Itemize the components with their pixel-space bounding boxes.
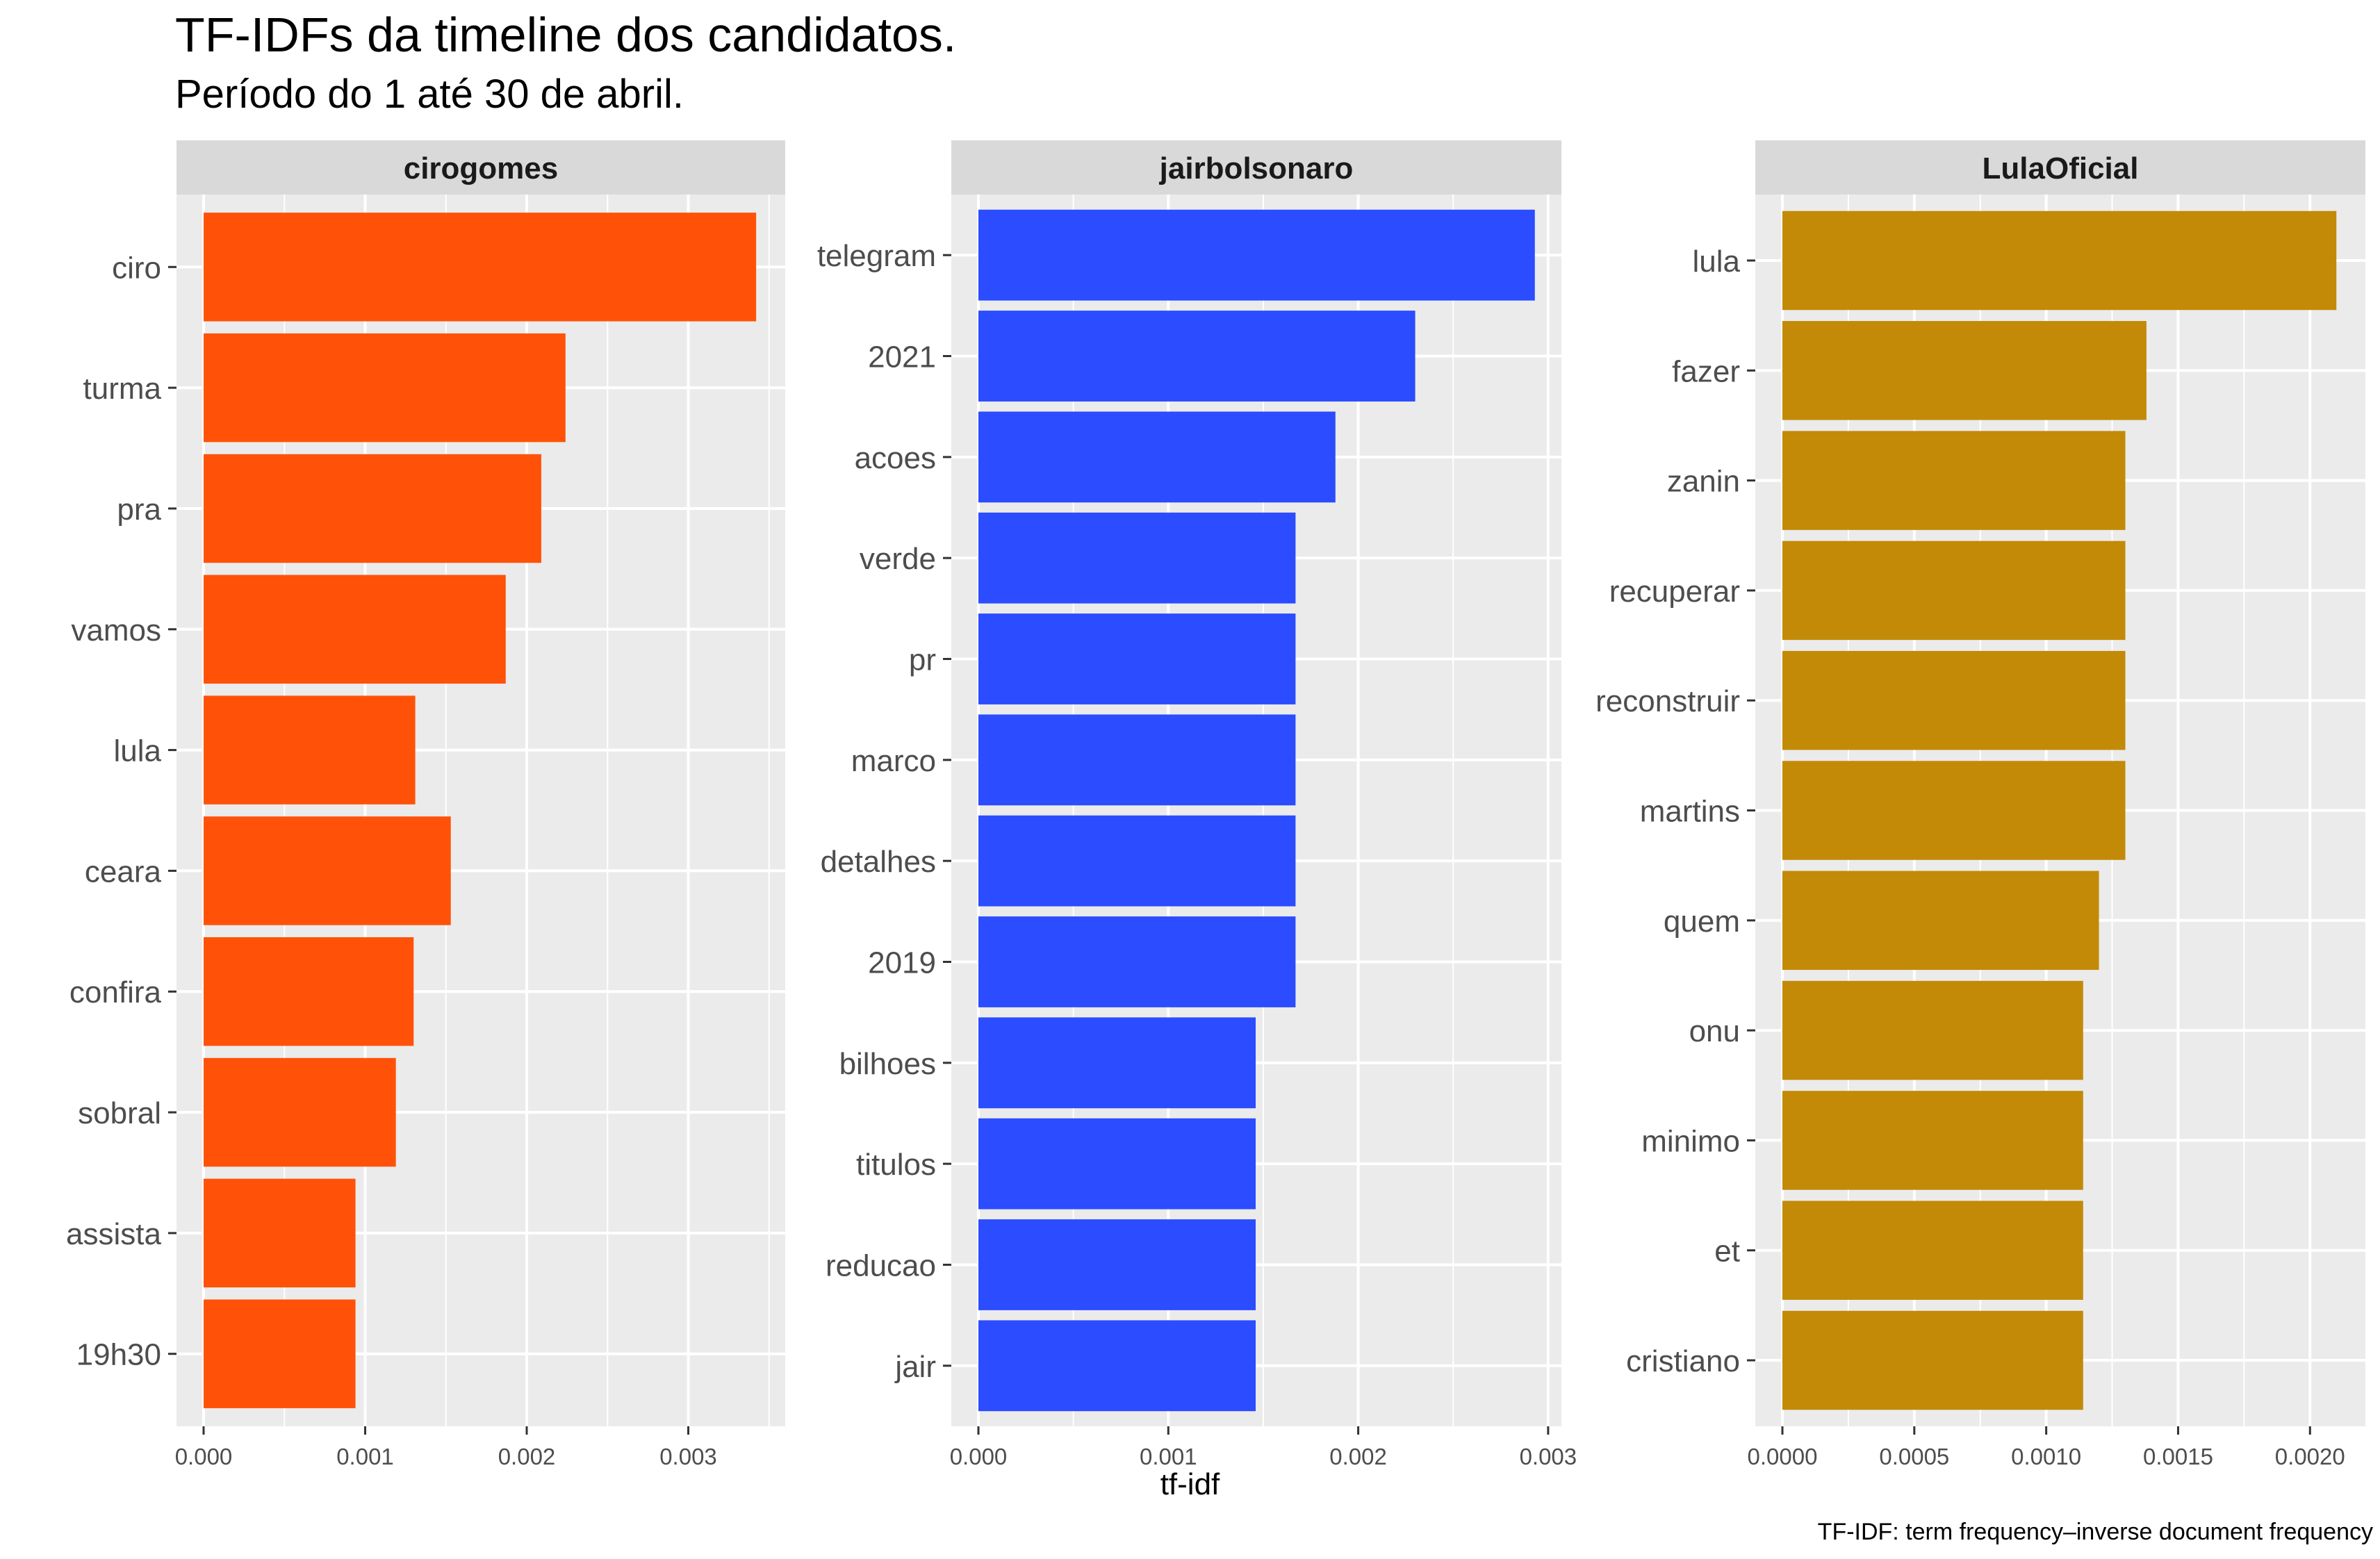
x-tick-label: 0.0005 — [1879, 1444, 1949, 1469]
y-tick-label-detalhes: detalhes — [821, 845, 936, 879]
y-tick-label-reducao: reducao — [826, 1248, 936, 1282]
y-tick-label-acoes: acoes — [855, 441, 936, 475]
x-tick-label: 0.002 — [1329, 1444, 1387, 1469]
bar-lulaoficial-zanin — [1782, 431, 2126, 530]
facet-strip-cirogomes — [177, 140, 785, 195]
bar-jairbolsonaro-2021 — [978, 311, 1415, 402]
bar-lulaoficial-reconstruir — [1782, 650, 2126, 750]
bar-lulaoficial-lula — [1782, 211, 2337, 311]
bar-cirogomes-19h30 — [204, 1299, 356, 1408]
bar-cirogomes-lula — [204, 695, 416, 805]
y-tick-label-jair: jair — [894, 1350, 936, 1384]
y-tick-label-recuperar: recuperar — [1609, 575, 1740, 609]
y-tick-label-lula: lula — [1693, 245, 1741, 279]
bar-jairbolsonaro-verde — [978, 512, 1296, 604]
bar-cirogomes-pra — [204, 454, 541, 563]
y-tick-label-cristiano: cristiano — [1626, 1344, 1740, 1378]
x-axis-label: tf-idf — [1160, 1467, 1220, 1501]
x-tick-label: 0.0000 — [1748, 1444, 1818, 1469]
x-tick-label: 0.003 — [1520, 1444, 1577, 1469]
chart-caption: TF-IDF: term frequency–inverse document … — [1817, 1519, 2373, 1545]
y-tick-label-19h30: 19h30 — [76, 1338, 161, 1372]
y-tick-label-ciro: ciro — [112, 251, 161, 285]
x-tick-label: 0.000 — [950, 1444, 1008, 1469]
bar-cirogomes-sobral — [204, 1057, 396, 1167]
bar-lulaoficial-et — [1782, 1201, 2083, 1300]
y-tick-label-verde: verde — [860, 542, 936, 576]
y-tick-label-minimo: minimo — [1641, 1124, 1740, 1158]
x-tick-label: 0.002 — [498, 1444, 556, 1469]
y-tick-label-marco: marco — [851, 744, 936, 778]
bar-jairbolsonaro-jair — [978, 1320, 1256, 1412]
facet-title-jairbolsonaro: jairbolsonaro — [1159, 151, 1354, 185]
y-tick-label-zanin: zanin — [1667, 465, 1740, 499]
y-tick-label-lula: lula — [114, 734, 162, 768]
y-tick-label-quem: quem — [1664, 905, 1740, 939]
bar-jairbolsonaro-pr — [978, 613, 1296, 704]
bar-lulaoficial-quem — [1782, 871, 2099, 971]
y-tick-label-fazer: fazer — [1672, 354, 1740, 388]
y-tick-label-assista: assista — [66, 1217, 161, 1251]
y-tick-label-ceara: ceara — [85, 855, 162, 889]
y-tick-label-onu: onu — [1689, 1014, 1740, 1048]
facet-title-cirogomes: cirogomes — [404, 151, 559, 185]
facet-strip-lulaoficial — [1755, 140, 2365, 195]
y-tick-label-telegram: telegram — [817, 239, 936, 273]
y-tick-label-2019: 2019 — [868, 946, 936, 980]
bar-lulaoficial-onu — [1782, 980, 2083, 1080]
bar-jairbolsonaro-reducao — [978, 1219, 1256, 1310]
bar-lulaoficial-recuperar — [1782, 541, 2126, 641]
bar-cirogomes-vamos — [204, 575, 506, 684]
y-tick-label-confira: confira — [69, 975, 162, 1009]
y-tick-label-titulos: titulos — [856, 1148, 936, 1182]
y-tick-label-reconstruir: reconstruir — [1595, 684, 1740, 718]
bar-jairbolsonaro-bilhoes — [978, 1017, 1256, 1109]
bar-cirogomes-turma — [204, 333, 566, 443]
bar-lulaoficial-minimo — [1782, 1091, 2083, 1190]
x-tick-label: 0.001 — [1140, 1444, 1197, 1469]
bar-cirogomes-confira — [204, 937, 414, 1046]
facet-title-lulaoficial: LulaOficial — [1983, 151, 2139, 185]
x-tick-label: 0.0015 — [2143, 1444, 2213, 1469]
bar-jairbolsonaro-marco — [978, 714, 1296, 806]
bar-jairbolsonaro-detalhes — [978, 815, 1296, 907]
y-tick-label-martins: martins — [1640, 795, 1740, 829]
y-tick-label-pr: pr — [909, 643, 936, 677]
bar-cirogomes-ceara — [204, 816, 451, 925]
y-tick-label-vamos: vamos — [71, 613, 161, 647]
bar-jairbolsonaro-titulos — [978, 1118, 1256, 1210]
x-tick-label: 0.0010 — [2011, 1444, 2081, 1469]
y-tick-label-sobral: sobral — [78, 1096, 161, 1130]
bar-jairbolsonaro-acoes — [978, 411, 1336, 503]
bar-cirogomes-assista — [204, 1178, 356, 1288]
x-tick-label: 0.000 — [175, 1444, 233, 1469]
y-tick-label-2021: 2021 — [868, 340, 936, 374]
facet-strip-jairbolsonaro — [951, 140, 1561, 195]
x-tick-label: 0.001 — [336, 1444, 394, 1469]
bar-lulaoficial-martins — [1782, 761, 2126, 860]
y-tick-label-turma: turma — [83, 372, 162, 406]
x-tick-label: 0.003 — [659, 1444, 717, 1469]
bar-jairbolsonaro-2019 — [978, 916, 1296, 1007]
chart-subtitle: Período do 1 até 30 de abril. — [175, 72, 684, 117]
bar-jairbolsonaro-telegram — [978, 209, 1535, 301]
y-tick-label-pra: pra — [117, 493, 161, 527]
chart-title: TF-IDFs da timeline dos candidatos. — [175, 8, 957, 62]
bar-lulaoficial-fazer — [1782, 321, 2147, 420]
y-tick-label-bilhoes: bilhoes — [839, 1047, 936, 1081]
bar-lulaoficial-cristiano — [1782, 1310, 2083, 1410]
x-tick-label: 0.0020 — [2275, 1444, 2345, 1469]
bar-cirogomes-ciro — [204, 213, 757, 322]
y-tick-label-et: et — [1714, 1235, 1740, 1269]
